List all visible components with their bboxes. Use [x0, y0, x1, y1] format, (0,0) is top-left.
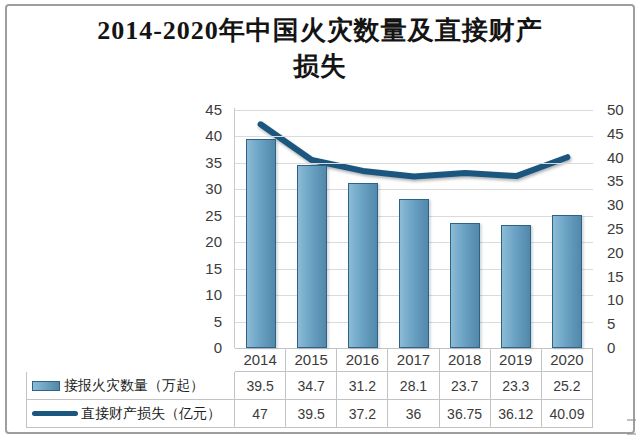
legend-cell: 直接财产损失（亿元）: [26, 400, 235, 428]
y-axis-left-tick: 20: [170, 233, 222, 251]
year-header-cell: 2015: [286, 348, 337, 372]
chart-title: 2014-2020年中国火灾数量及直接财产 损失: [0, 13, 640, 85]
y-axis-right-tick: 50: [607, 101, 640, 119]
table-value-cell: 39.5: [286, 400, 337, 428]
year-header-cell: 2020: [542, 348, 593, 372]
table-value-cell: 23.3: [491, 372, 542, 400]
y-axis-left-tick: 10: [170, 286, 222, 304]
gridline: [235, 163, 593, 164]
year-header-cell: 2016: [337, 348, 388, 372]
y-axis-left-tick: 0: [170, 339, 222, 357]
y-axis-right-tick: 5: [607, 315, 640, 333]
table-value-cell: 28.1: [388, 372, 439, 400]
y-axis-right-tick: 0: [607, 339, 640, 357]
bar-2015: [297, 165, 327, 349]
table-value-cell: 36.12: [491, 400, 542, 428]
y-axis-left-tick: 45: [170, 101, 222, 119]
bar-series-swatch-icon: [32, 381, 60, 391]
table-value-cell: 40.09: [542, 400, 593, 428]
table-value-cell: 31.2: [337, 372, 388, 400]
year-header-cell: 2017: [388, 348, 439, 372]
gridline: [235, 189, 593, 190]
y-axis-left-tick: 5: [170, 313, 222, 331]
table-value-cell: 37.2: [337, 400, 388, 428]
gridline: [235, 136, 593, 137]
y-axis-right-tick: 20: [607, 244, 640, 262]
table-value-cell: 23.7: [440, 372, 491, 400]
bar-2016: [348, 183, 378, 348]
table-value-cell: 25.2: [542, 372, 593, 400]
table-value-cell: 34.7: [286, 372, 337, 400]
y-axis-left-tick: 25: [170, 207, 222, 225]
year-header-cell: 2018: [440, 348, 491, 372]
data-table: 2014201520162017201820192020 接报火灾数量（万起） 39…: [26, 348, 593, 428]
y-axis-right-tick: 15: [607, 268, 640, 286]
bar-2017: [399, 199, 429, 348]
table-value-cell: 39.5: [235, 372, 286, 400]
y-axis-left-tick: 35: [170, 154, 222, 172]
y-axis-left-tick: 30: [170, 180, 222, 198]
chart-title-line1: 2014-2020年中国火灾数量及直接财产: [0, 13, 640, 49]
bar-2018: [450, 223, 480, 348]
table-value-cell: 47: [235, 400, 286, 428]
legend-label: 直接财产损失（亿元）: [81, 405, 221, 423]
table-left-border: [26, 372, 27, 428]
y-axis-right-tick: 10: [607, 291, 640, 309]
legend-label: 接报火灾数量（万起）: [64, 377, 204, 395]
legend-cell: 接报火灾数量（万起）: [26, 372, 235, 400]
y-axis-right-tick: 45: [607, 125, 640, 143]
table-value-cell: 36.75: [440, 400, 491, 428]
table-value-cell: 36: [388, 400, 439, 428]
year-header-cell: 2014: [235, 348, 286, 372]
y-axis-right-tick: 35: [607, 172, 640, 190]
gridline: [235, 110, 593, 111]
y-axis-left-tick: 15: [170, 260, 222, 278]
bar-2014: [246, 139, 276, 348]
bar-2019: [501, 225, 531, 348]
y-axis-right-tick: 40: [607, 149, 640, 167]
y-axis-left-tick: 40: [170, 127, 222, 145]
fire-statistics-chart: 2014-2020年中国火灾数量及直接财产 损失 201420152016201…: [0, 0, 640, 440]
line-series-swatch-icon: [32, 411, 78, 416]
bar-2020: [552, 215, 582, 348]
year-header-cell: 2019: [491, 348, 542, 372]
y-axis-right-tick: 25: [607, 220, 640, 238]
chart-title-line2: 损失: [0, 49, 640, 85]
y-axis-right-tick: 30: [607, 196, 640, 214]
edge-watermark-fragment: [627, 419, 636, 435]
